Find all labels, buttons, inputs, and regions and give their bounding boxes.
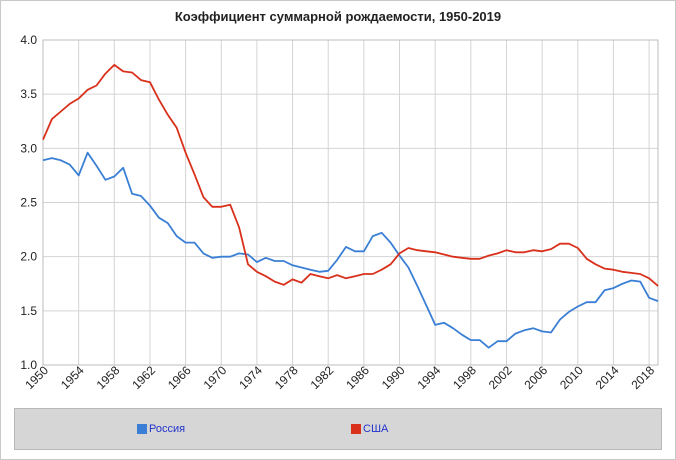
legend-item-usa: США	[351, 423, 388, 435]
x-tick-label: 1954	[58, 363, 87, 392]
x-tick-label: 1982	[308, 363, 337, 392]
x-tick-label: 1974	[236, 363, 265, 392]
x-tick-label: 1978	[272, 363, 301, 392]
grid-lines	[42, 39, 659, 366]
legend-label-usa: США	[363, 423, 389, 435]
x-tick-label: 1986	[343, 363, 372, 392]
y-tick-label: 1.5	[20, 304, 37, 318]
y-tick-labels: 1.0 1.5 2.0 2.5 3.0 3.5 4.0	[20, 33, 37, 372]
y-tick-label: 4.0	[20, 33, 37, 47]
x-tick-labels: 1950 1954 1958 1962 1966 1970 1974 1978 1982 1986…	[22, 363, 657, 392]
x-tick-label: 2018	[628, 363, 657, 392]
x-tick-label: 2006	[521, 363, 550, 392]
y-tick-label: 2.5	[20, 196, 37, 210]
series-line-russia	[42, 151, 659, 349]
legend: Россия США	[14, 408, 662, 450]
x-tick-label: 1994	[415, 363, 444, 392]
x-tick-label: 1990	[379, 363, 408, 392]
x-tick-label: 1998	[450, 363, 479, 392]
x-tick-label: 2010	[557, 363, 586, 392]
x-tick-label: 1958	[94, 363, 123, 392]
series-line-usa	[42, 64, 659, 287]
x-tick-label: 1966	[165, 363, 194, 392]
x-tick-label: 2014	[593, 363, 622, 392]
y-tick-label: 2.0	[20, 250, 37, 264]
legend-item-russia: Россия	[137, 423, 185, 435]
y-tick-label: 3.5	[20, 87, 37, 101]
series-lines	[42, 64, 659, 349]
plot-area-border	[42, 39, 659, 366]
chart-title: Коэффициент суммарной рождаемости, 1950-…	[174, 9, 502, 24]
y-tick-label: 3.0	[20, 141, 37, 155]
y-tick-label: 1.0	[20, 358, 37, 372]
x-tick-label: 2002	[486, 363, 515, 392]
legend-swatch-russia	[137, 424, 147, 434]
legend-swatch-usa	[351, 424, 361, 434]
x-tick-label: 1970	[201, 363, 230, 392]
legend-label-russia: Россия	[149, 423, 186, 435]
x-tick-label: 1962	[129, 363, 158, 392]
